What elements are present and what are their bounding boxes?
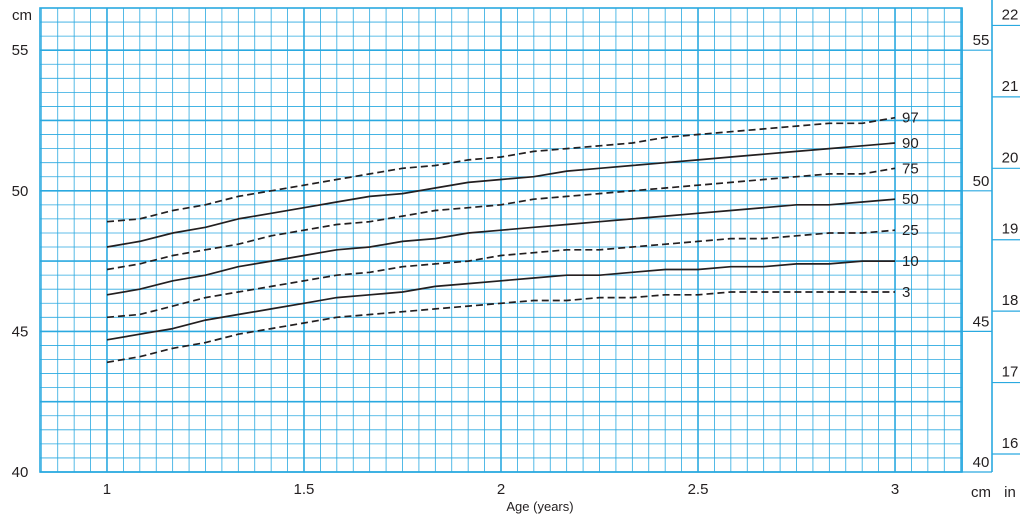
y-axis-unit-label: cm: [12, 7, 32, 24]
percentile-label-25: 25: [902, 222, 919, 239]
x-tick-label: 1.5: [294, 481, 315, 498]
right-in-tick-label: 16: [1002, 435, 1019, 452]
chart-labels: cm Age (years) cm in 40 45 50 55 16 17 18 19 20 2…: [12, 6, 1019, 514]
percentile-label-50: 50: [902, 191, 919, 208]
x-axis-title: Age (years): [506, 499, 573, 514]
right-in-tick-label: 18: [1002, 292, 1019, 309]
right-in-tick-label: 22: [1002, 6, 1019, 23]
right-in-tick-label: 19: [1002, 221, 1019, 238]
y-tick-label: 45: [12, 323, 29, 340]
x-tick-label: 2: [497, 481, 505, 498]
right-in-tick-label: 21: [1002, 78, 1019, 95]
percentile-line-50: [106, 198, 896, 296]
right-cm-tick-label: 45: [973, 313, 990, 330]
y-tick-label: 55: [12, 42, 29, 59]
x-tick-label: 2.5: [688, 481, 709, 498]
percentile-line-97: [106, 116, 896, 223]
chart-grid: [39, 0, 1020, 473]
percentile-line-10: [106, 260, 895, 341]
y-tick-label: 50: [12, 183, 29, 200]
right-in-tick-label: 17: [1002, 364, 1019, 381]
right-in-tick-label: 20: [1002, 149, 1019, 166]
x-tick-label: 3: [891, 481, 899, 498]
percentile-line-25: [106, 229, 896, 319]
percentile-label-90: 90: [902, 135, 919, 152]
percentile-line-3: [106, 291, 895, 364]
y-tick-label: 40: [12, 464, 29, 481]
right-cm-unit-label: cm: [971, 484, 991, 501]
percentile-label-75: 75: [902, 160, 919, 177]
right-cm-tick-label: 40: [973, 454, 990, 471]
percentile-line-75: [106, 167, 896, 271]
percentile-line-90: [106, 142, 896, 248]
right-in-unit-label: in: [1004, 484, 1016, 501]
percentile-label-10: 10: [902, 253, 919, 270]
percentile-label-97: 97: [902, 110, 919, 127]
x-tick-label: 1: [103, 481, 111, 498]
right-cm-tick-label: 50: [973, 173, 990, 190]
percentile-lines: [106, 116, 896, 364]
right-cm-tick-label: 55: [973, 32, 990, 49]
percentile-label-3: 3: [902, 284, 910, 301]
